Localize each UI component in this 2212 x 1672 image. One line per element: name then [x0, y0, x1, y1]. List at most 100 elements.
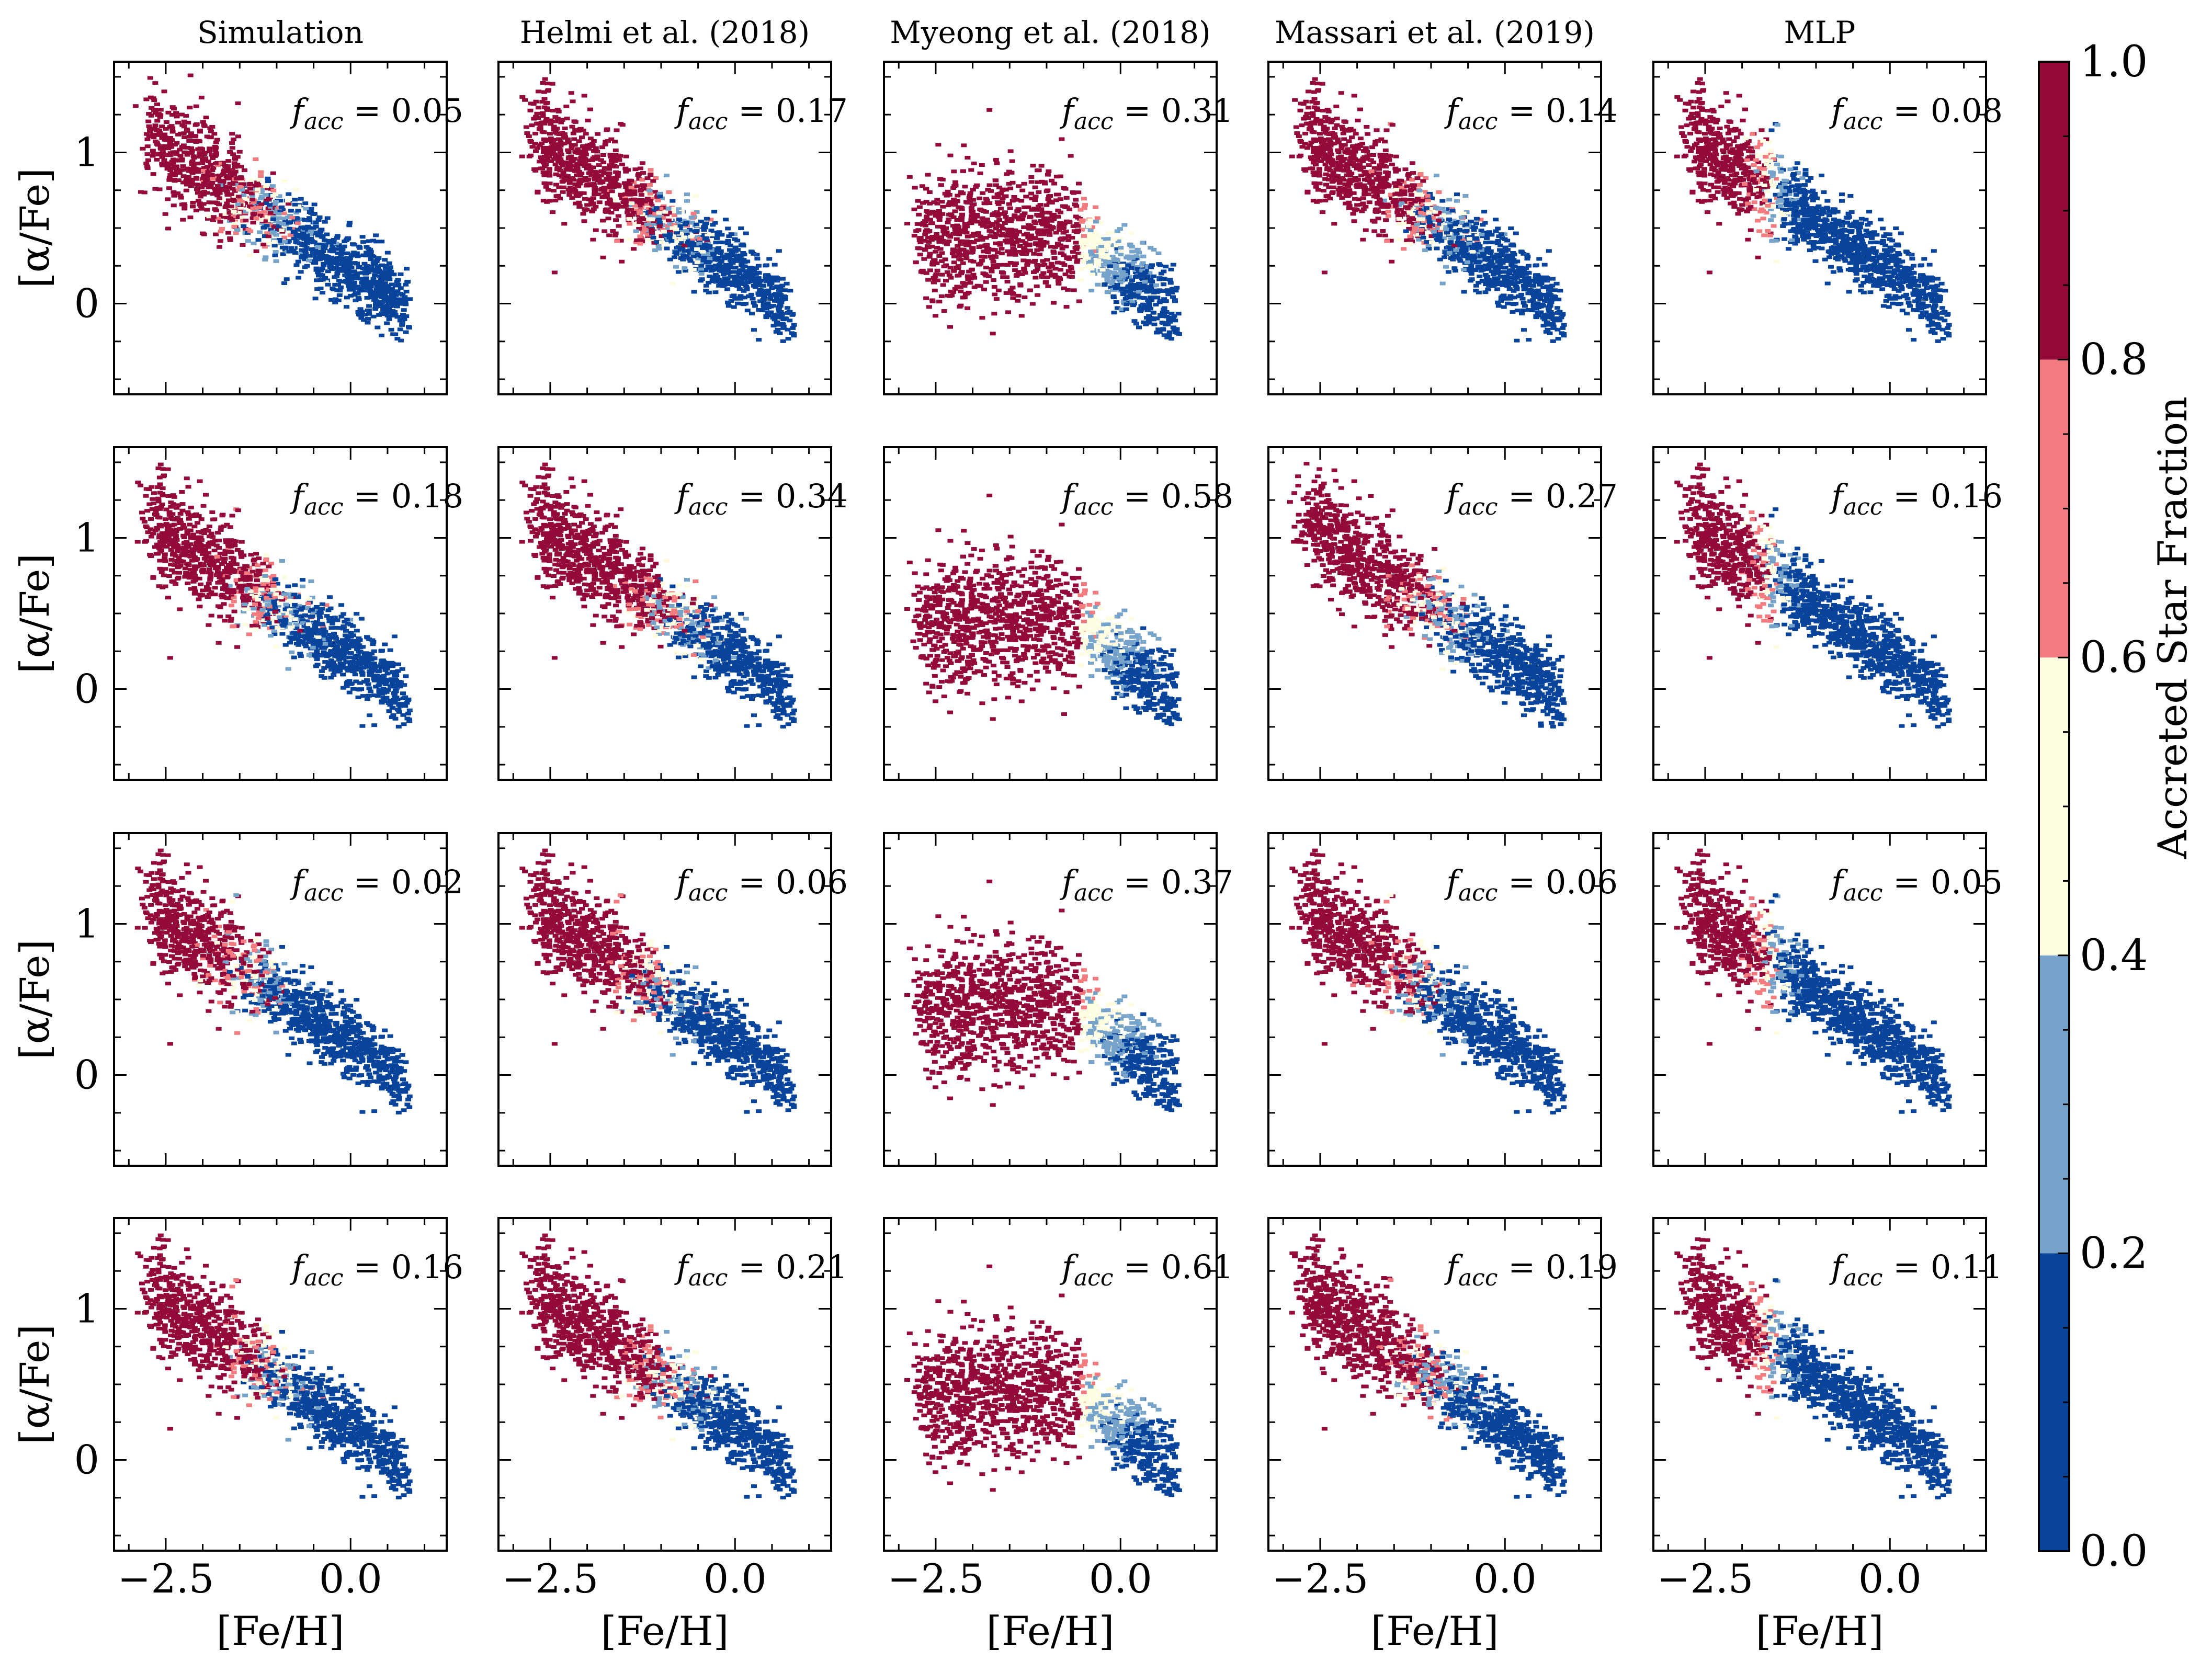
- hexbin-point: [1161, 333, 1167, 337]
- hexbin-point: [1030, 164, 1036, 168]
- hexbin-point: [1389, 196, 1395, 200]
- hexbin-point: [149, 106, 155, 110]
- hexbin-point: [1512, 273, 1518, 277]
- hexbin-point: [696, 237, 702, 241]
- hexbin-point: [606, 167, 612, 171]
- hexbin-point: [1478, 218, 1484, 222]
- hexbin-point: [632, 208, 639, 212]
- hexbin-point: [1082, 203, 1088, 207]
- hexbin-point: [302, 226, 308, 231]
- hexbin-point: [317, 278, 323, 282]
- hexbin-point: [676, 207, 682, 211]
- hexbin-point: [604, 207, 610, 211]
- hexbin-point: [717, 263, 723, 267]
- hexbin-point: [979, 258, 985, 263]
- hexbin-point: [1347, 181, 1353, 186]
- hexbin-point: [1087, 259, 1094, 264]
- hexbin-point: [1506, 287, 1513, 291]
- hexbin-point: [555, 109, 562, 113]
- hexbin-point: [993, 226, 999, 231]
- hexbin-point: [680, 253, 687, 257]
- hexbin-point: [368, 257, 374, 261]
- hexbin-point: [238, 165, 244, 169]
- hexbin-point: [169, 113, 176, 117]
- hexbin-point: [220, 161, 226, 165]
- hexbin-point: [1121, 223, 1128, 227]
- hexbin-point: [1153, 302, 1159, 306]
- hexbin-point: [385, 302, 391, 306]
- hexbin-point: [177, 194, 184, 198]
- hexbin-point: [937, 247, 944, 251]
- hexbin-point: [722, 265, 729, 269]
- hexbin-point: [1005, 229, 1012, 233]
- hexbin-point: [1142, 267, 1149, 271]
- hexbin-point: [1146, 303, 1152, 308]
- hexbin-point: [600, 219, 606, 223]
- hexbin-point: [954, 237, 960, 241]
- hexbin-point: [1008, 219, 1014, 223]
- hexbin-point: [1163, 265, 1169, 269]
- hexbin-point: [381, 299, 388, 303]
- hexbin-point: [178, 196, 184, 200]
- hexbin-point: [761, 283, 767, 288]
- hexbin-point: [951, 269, 957, 273]
- hexbin-point: [982, 272, 989, 276]
- hexbin-point: [1454, 199, 1460, 203]
- hexbin-point: [1166, 330, 1173, 334]
- hexbin-point: [791, 323, 797, 327]
- hexbin-point: [252, 203, 258, 207]
- hexbin-point: [613, 170, 619, 174]
- hexbin-point: [1467, 240, 1473, 244]
- hexbin-point: [292, 202, 298, 207]
- hexbin-point: [387, 300, 393, 304]
- hexbin-point: [574, 166, 581, 170]
- hexbin-point: [170, 157, 176, 162]
- hexbin-point: [318, 268, 324, 272]
- hexbin-point: [1023, 252, 1029, 256]
- hexbin-point: [1415, 218, 1422, 222]
- hexbin-point: [725, 266, 732, 270]
- hexbin-point: [1430, 216, 1436, 220]
- hexbin-point: [574, 173, 580, 177]
- hexbin-point: [1014, 198, 1020, 202]
- hexbin-point: [1015, 208, 1022, 212]
- hexbin-point: [539, 100, 546, 104]
- hexbin-point: [384, 321, 390, 325]
- hexbin-point: [623, 185, 629, 189]
- hexbin-point: [287, 226, 293, 231]
- facc-equals: =: [343, 92, 391, 130]
- hexbin-point: [1004, 172, 1010, 176]
- hexbin-point: [704, 239, 710, 243]
- hexbin-point: [1048, 261, 1054, 266]
- hexbin-point: [1439, 199, 1446, 203]
- hexbin-point: [191, 156, 197, 160]
- hexbin-point: [614, 128, 620, 132]
- hexbin-point: [656, 247, 662, 251]
- hexbin-point: [574, 184, 581, 188]
- hexbin-point: [787, 319, 793, 323]
- hexbin-point: [986, 201, 993, 206]
- hexbin-point: [1425, 243, 1432, 247]
- hexbin-point: [720, 272, 727, 277]
- hexbin-point: [554, 143, 560, 147]
- hexbin-point: [1072, 246, 1079, 250]
- hexbin-point: [1302, 131, 1309, 135]
- hexbin-point: [958, 240, 964, 244]
- hexbin-point: [954, 231, 960, 235]
- hexbin-point: [1038, 213, 1045, 217]
- hexbin-point: [712, 290, 719, 294]
- hexbin-point: [212, 148, 219, 152]
- hexbin-point: [263, 193, 269, 197]
- hexbin-point: [666, 235, 673, 240]
- hexbin-point: [1140, 241, 1146, 245]
- hexbin-point: [1154, 290, 1160, 294]
- hexbin-point: [1067, 275, 1073, 279]
- hexbin-point: [741, 289, 747, 293]
- hexbin-point: [1050, 214, 1056, 219]
- hexbin-point: [1057, 197, 1063, 201]
- hexbin-point: [1158, 271, 1164, 276]
- hexbin-point: [951, 254, 957, 258]
- hexbin-point: [1045, 197, 1051, 201]
- hexbin-point: [613, 207, 619, 211]
- hexbin-point: [203, 166, 209, 170]
